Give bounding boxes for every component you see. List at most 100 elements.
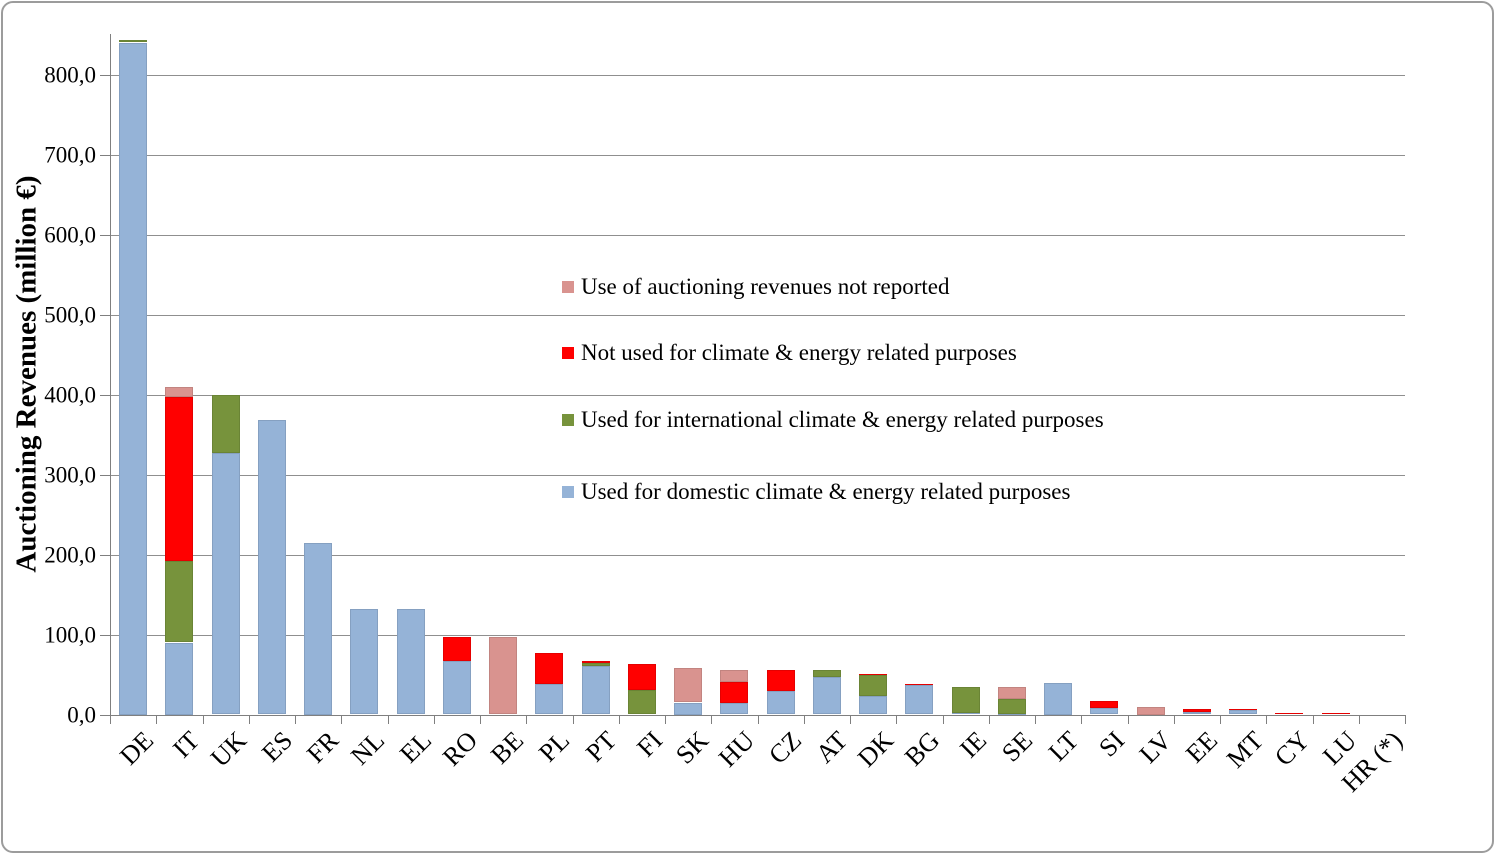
bar-segment (905, 683, 934, 685)
bar-segment (165, 396, 194, 561)
bar-segment (350, 608, 379, 715)
bar-segment (211, 394, 240, 453)
legend-swatch-icon (562, 281, 574, 293)
bar-segment (1090, 708, 1119, 715)
bar-segment (1044, 682, 1073, 715)
bar-segment (1229, 708, 1258, 710)
bar-segment (165, 560, 194, 643)
bar-segment (627, 689, 656, 715)
bar-segment (119, 42, 148, 715)
bar-segment (766, 691, 795, 715)
x-axis-tick (1266, 714, 1268, 724)
bar-segment (997, 687, 1026, 700)
bar-segment (535, 652, 564, 685)
y-tick-label: 0,0 (67, 702, 96, 727)
y-axis-tick (100, 554, 110, 556)
legend-label: Use of auctioning revenues not reported (581, 274, 950, 299)
bar-segment (1090, 700, 1119, 709)
bar-segment (720, 669, 749, 682)
legend-item: Not used for climate & energy related pu… (562, 339, 1017, 367)
x-axis-tick (572, 714, 574, 724)
x-axis-tick (896, 714, 898, 724)
y-tick-label: 600,0 (44, 222, 96, 247)
x-axis-tick (1220, 714, 1221, 724)
bar-segment (997, 713, 1026, 715)
bar-segment (1182, 712, 1211, 715)
bar-segment (859, 675, 888, 697)
y-gridline (110, 634, 1405, 636)
y-axis-title: Auctioning Revenues (million €) (10, 175, 43, 573)
y-gridline (110, 74, 1405, 76)
y-axis-line (110, 34, 111, 724)
bar-segment (304, 542, 333, 715)
x-axis-tick (295, 714, 296, 724)
x-axis-tick (1312, 714, 1314, 724)
x-axis-tick (110, 714, 111, 724)
x-axis-tick (202, 714, 204, 724)
y-axis-tick (100, 634, 110, 636)
x-axis-tick (248, 714, 250, 724)
x-axis-tick (433, 714, 435, 724)
bar-segment (997, 699, 1026, 714)
y-tick-label: 700,0 (44, 142, 96, 167)
y-gridline (110, 394, 1405, 396)
x-axis-tick (665, 714, 666, 724)
x-axis-tick (850, 714, 851, 724)
y-axis-tick (100, 394, 110, 396)
x-axis-tick (526, 714, 528, 724)
x-axis-tick (387, 714, 389, 724)
bar-segment (165, 386, 194, 397)
x-axis-tick (341, 714, 343, 724)
legend-label: Not used for climate & energy related pu… (581, 340, 1017, 365)
legend-swatch-icon (562, 347, 574, 359)
bar-segment (1321, 712, 1350, 715)
x-axis-tick (156, 714, 158, 724)
x-axis-tick (988, 714, 990, 724)
bar-segment (581, 665, 610, 715)
y-axis-tick (100, 714, 110, 716)
y-gridline (110, 314, 1405, 316)
x-axis-tick (1035, 714, 1036, 724)
x-axis-tick (1081, 714, 1083, 724)
bar-segment (581, 660, 610, 664)
y-axis-tick (100, 314, 110, 316)
x-axis-tick (803, 714, 805, 724)
bar-segment (905, 684, 934, 715)
bar-segment (627, 664, 656, 690)
y-axis-tick (100, 474, 110, 476)
x-axis-tick (1127, 714, 1129, 724)
y-tick-label: 400,0 (44, 382, 96, 407)
bar-segment (674, 702, 703, 715)
bar-segment (489, 636, 518, 715)
legend-item: Use of auctioning revenues not reported (562, 273, 950, 301)
y-tick-label: 300,0 (44, 462, 96, 487)
y-axis-tick (100, 154, 110, 156)
x-axis-tick (480, 714, 481, 724)
y-gridline (110, 474, 1405, 476)
y-gridline (110, 234, 1405, 236)
x-axis-tick (1358, 714, 1360, 724)
y-tick-label: 800,0 (44, 62, 96, 87)
bar-segment (859, 696, 888, 715)
bar-segment (442, 660, 471, 715)
legend-label: Used for domestic climate & energy relat… (581, 479, 1071, 504)
x-axis-tick (618, 714, 620, 724)
x-axis-tick (942, 714, 944, 724)
bar-segment (1275, 712, 1304, 715)
x-axis-tick (711, 714, 713, 724)
bar-segment (859, 673, 888, 676)
bar-segment (1229, 709, 1258, 715)
legend-item: Used for domestic climate & energy relat… (562, 478, 1070, 506)
bar-segment (119, 40, 148, 43)
legend-item: Used for international climate & energy … (562, 406, 1104, 434)
x-axis-tick (1173, 714, 1175, 724)
bar-segment (165, 642, 194, 715)
bar-segment (1182, 708, 1211, 713)
bar-segment (766, 669, 795, 692)
x-axis-tick (1405, 714, 1406, 724)
bar-segment (257, 420, 286, 715)
legend-swatch-icon (562, 486, 574, 498)
y-gridline (110, 154, 1405, 156)
y-tick-label: 200,0 (44, 542, 96, 567)
